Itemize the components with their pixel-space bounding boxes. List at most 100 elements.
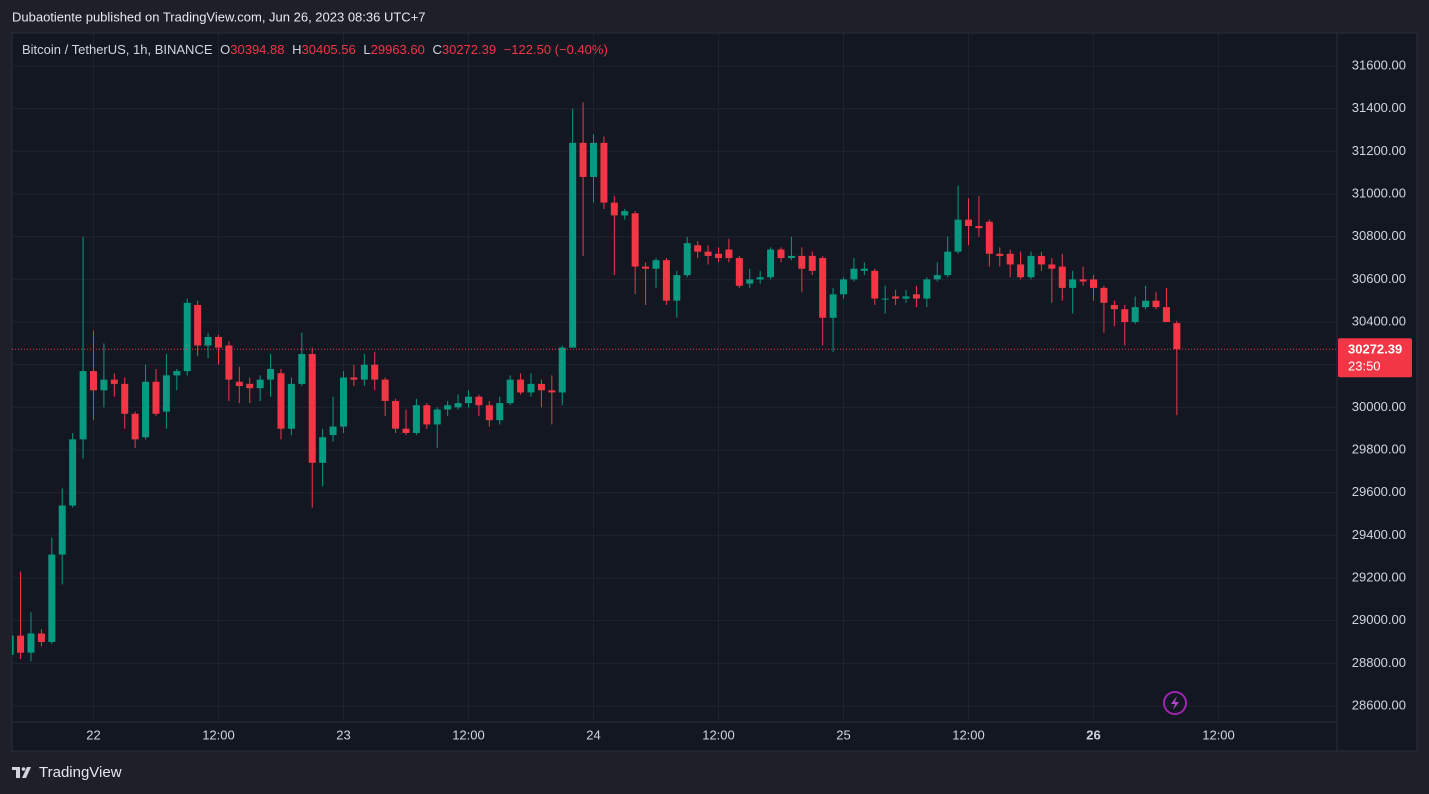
candle-body xyxy=(527,383,535,393)
candle-body xyxy=(256,379,264,389)
logo xyxy=(12,767,31,778)
candle-body xyxy=(694,245,702,252)
candle-body xyxy=(1162,307,1170,323)
candle-body xyxy=(287,383,295,429)
candle-body xyxy=(1079,279,1087,282)
candle-body xyxy=(496,403,504,421)
x-tick-label: 12:00 xyxy=(452,727,485,742)
legend-open: 30394.88 xyxy=(230,42,284,57)
candle-body xyxy=(48,554,56,643)
candle-body xyxy=(537,383,545,391)
candles xyxy=(12,102,1337,662)
candle-body xyxy=(1048,264,1056,269)
candle-body xyxy=(871,270,879,299)
candle-body xyxy=(194,304,202,346)
candle-body xyxy=(714,253,722,259)
candle-body xyxy=(121,383,129,414)
candle-body xyxy=(1027,255,1035,278)
y-tick-label: 29400.00 xyxy=(1352,527,1406,542)
candle-body xyxy=(600,142,608,203)
candle-body xyxy=(1152,300,1160,308)
candle-body xyxy=(1017,264,1025,278)
candle-body xyxy=(1100,287,1108,303)
y-tick-label: 30800.00 xyxy=(1352,228,1406,243)
x-tick-label: 12:00 xyxy=(702,727,735,742)
candle-body xyxy=(100,379,108,391)
candle-body xyxy=(267,368,275,380)
candle-body xyxy=(746,279,754,284)
chart-frame xyxy=(11,32,1418,752)
y-tick-label: 29600.00 xyxy=(1352,484,1406,499)
y-tick-label: 30600.00 xyxy=(1352,271,1406,286)
candle-body xyxy=(277,373,285,429)
candle-body xyxy=(840,279,847,295)
candle-body xyxy=(27,633,35,653)
alert-icon[interactable] xyxy=(1163,691,1187,715)
candle-body xyxy=(735,258,743,286)
candle-body xyxy=(464,396,472,404)
candle-body xyxy=(360,364,368,380)
candle-body xyxy=(725,249,733,259)
candle-body xyxy=(246,383,254,389)
legend-o: O xyxy=(220,42,230,57)
candle-body xyxy=(173,371,181,376)
candle-body xyxy=(662,260,670,301)
candle-body xyxy=(350,377,358,380)
candle-body xyxy=(433,409,441,425)
y-tick-label: 31200.00 xyxy=(1352,143,1406,158)
candle-body xyxy=(558,347,566,393)
legend: Bitcoin / TetherUS, 1h, BINANCE O30394.8… xyxy=(22,42,608,57)
candle-body xyxy=(110,379,118,384)
candle-body xyxy=(589,142,597,177)
candle-body xyxy=(89,371,97,391)
y-tick-label: 29800.00 xyxy=(1352,441,1406,456)
candle-body xyxy=(1131,307,1139,323)
candle-body xyxy=(319,437,327,463)
x-tick-label: 25 xyxy=(836,727,850,742)
candle-body xyxy=(69,439,77,506)
candle-body xyxy=(58,505,66,555)
candle-body xyxy=(808,255,816,271)
candle-body xyxy=(79,371,87,440)
candle-body xyxy=(298,354,306,384)
candle-body xyxy=(37,633,45,643)
candle-body xyxy=(631,213,639,267)
candle-body xyxy=(787,255,795,259)
candle-body xyxy=(454,403,462,408)
candle-body xyxy=(214,336,222,348)
candle-body xyxy=(860,268,868,271)
candle-body xyxy=(892,296,900,299)
candle-body xyxy=(621,211,629,216)
candle-body xyxy=(1090,279,1098,288)
candle-body xyxy=(756,277,764,280)
y-tick-label: 31600.00 xyxy=(1352,58,1406,73)
candle-body xyxy=(381,379,389,401)
legend-low: 29963.60 xyxy=(371,42,425,57)
candle-body xyxy=(652,260,660,269)
x-tick-label: 12:00 xyxy=(952,727,985,742)
candle-body xyxy=(12,635,14,655)
candle-body xyxy=(423,405,431,425)
candle-body xyxy=(308,354,316,463)
candle-body xyxy=(923,279,931,299)
candle-body xyxy=(329,426,337,436)
y-tick-label: 30400.00 xyxy=(1352,313,1406,328)
candle-body xyxy=(819,258,827,318)
y-tick-label: 29000.00 xyxy=(1352,612,1406,627)
candle-body xyxy=(1142,300,1150,308)
candle-body xyxy=(1121,309,1129,323)
candle-body xyxy=(996,253,1004,256)
candle-body xyxy=(829,294,837,318)
candle-body xyxy=(412,405,420,433)
candle-body xyxy=(1037,255,1045,265)
candle-body xyxy=(1069,279,1077,288)
candle-body xyxy=(985,221,993,254)
candle-body xyxy=(131,413,139,440)
x-tick-label: 12:00 xyxy=(1202,727,1235,742)
legend-change: −122.50 (−0.40%) xyxy=(504,42,608,57)
x-tick-label: 12:00 xyxy=(202,727,235,742)
candle-body xyxy=(162,375,170,412)
candle-body xyxy=(642,266,650,269)
